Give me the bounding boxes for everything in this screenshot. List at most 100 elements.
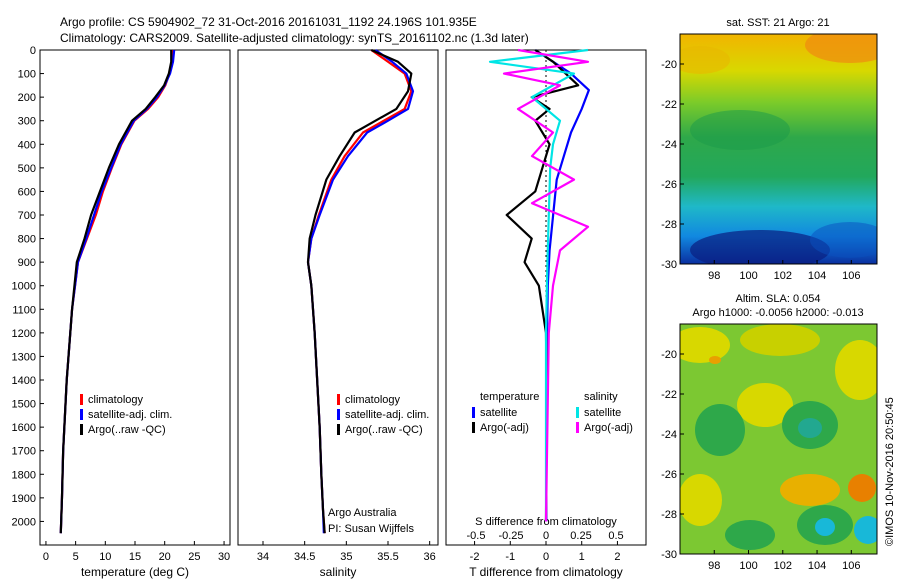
plot-frame [39, 49, 231, 546]
legend-label: Argo(-adj) [584, 422, 633, 434]
map-y-tick-label: -26 [661, 469, 677, 481]
y-tick-label: 600 [18, 186, 36, 198]
legend-label: climatology [88, 394, 144, 406]
map-y-tick-label: -28 [661, 509, 677, 521]
legend-group-label: salinity [584, 391, 618, 403]
map-y-tick-label: -24 [661, 139, 677, 151]
x-axis-label: T difference from climatology [469, 565, 623, 579]
secondary-tick-label: 0.5 [608, 530, 623, 542]
map-y-tick-label: -22 [661, 389, 677, 401]
secondary-tick-label: 0 [543, 530, 549, 542]
salinity-panel: 34 34.5 35 35.5 36 salinity climatology satelli… [237, 48, 439, 579]
map-x-tick-label: 98 [708, 270, 720, 282]
legend-label: Argo(..raw -QC) [345, 424, 423, 436]
legend-swatch [472, 422, 475, 433]
x-tick-label: 0 [43, 551, 49, 563]
y-tick-label: 1800 [12, 469, 36, 481]
y-tick-label: 1400 [12, 375, 36, 387]
legend-swatch [80, 394, 83, 405]
map-x-tick-label: 98 [708, 560, 720, 572]
series-line [306, 49, 413, 534]
sla-high-patch [835, 340, 877, 400]
temperature-panel: 0 5 10 15 20 25 300100200300400500600700800900… [12, 45, 231, 579]
legend-swatch [576, 407, 579, 418]
x-tick-label: 10 [99, 551, 111, 563]
y-tick-label: 2000 [12, 516, 36, 528]
map-y-tick-label: -30 [661, 259, 677, 271]
x-tick-label: 5 [73, 551, 79, 563]
sla-map: Altim. SLA: 0.054 Argo h1000: -0.0056 h2… [661, 293, 878, 572]
legend-swatch [337, 409, 340, 420]
y-tick-label: 300 [18, 116, 36, 128]
imos-stamp: ©IMOS 10-Nov-2016 20:50:45 [884, 397, 896, 546]
annotation: PI: Susan Wijffels [328, 523, 414, 535]
sla-high-patch [680, 327, 730, 363]
sst-green-patch [690, 110, 790, 150]
x-tick-label: 36 [424, 551, 436, 563]
y-tick-label: 1500 [12, 399, 36, 411]
legend-label: satellite-adj. clim. [345, 409, 429, 421]
legend-label: climatology [345, 394, 401, 406]
x-axis-label: temperature (deg C) [81, 565, 189, 579]
legend-swatch [337, 394, 340, 405]
legend-swatch [576, 422, 579, 433]
sst-warm-patch [805, 34, 877, 63]
plot-frame [237, 49, 439, 546]
x-tick-label: 25 [188, 551, 200, 563]
sst-map-frame [679, 33, 878, 265]
legend-label: Argo(..raw -QC) [88, 424, 166, 436]
sla-high-patch [709, 356, 721, 364]
sst-warm-patch [680, 46, 730, 74]
y-tick-label: 1700 [12, 446, 36, 458]
sla-high-patch [737, 383, 793, 427]
legend-group-label: temperature [480, 391, 539, 403]
map-x-tick-label: 102 [774, 270, 792, 282]
secondary-tick-label: -0.25 [498, 530, 523, 542]
legend-swatch [337, 424, 340, 435]
legend-swatch [80, 409, 83, 420]
map-x-tick-label: 100 [739, 270, 757, 282]
y-tick-label: 0 [30, 45, 36, 57]
secondary-tick-label: 0.25 [570, 530, 591, 542]
map-x-tick-label: 104 [808, 560, 826, 572]
sla-map-frame [679, 323, 878, 555]
series-line [59, 49, 174, 534]
x-tick-label: -1 [505, 551, 515, 563]
legend-label: Argo(-adj) [480, 422, 529, 434]
y-tick-label: 700 [18, 210, 36, 222]
map-y-tick-label: -20 [661, 349, 677, 361]
legend-swatch [80, 424, 83, 435]
sst-map-title: sat. SST: 21 Argo: 21 [726, 17, 829, 29]
map-y-tick-label: -30 [661, 549, 677, 561]
header-line1: Argo profile: CS 5904902_72 31-Oct-2016 … [60, 15, 477, 29]
sla-high-patch [848, 474, 876, 502]
legend-label: satellite [584, 407, 621, 419]
sst-cold-patch [690, 230, 830, 264]
y-tick-label: 1600 [12, 422, 36, 434]
map-x-tick-label: 100 [739, 560, 757, 572]
map-y-tick-label: -26 [661, 179, 677, 191]
y-tick-label: 1200 [12, 328, 36, 340]
y-tick-label: 100 [18, 69, 36, 81]
x-tick-label: -2 [470, 551, 480, 563]
sst-cold-patch [810, 222, 877, 258]
secondary-axis-label: S difference from climatology [475, 516, 617, 528]
x-tick-label: 34 [257, 551, 269, 563]
sla-low-patch [854, 516, 877, 544]
difference-panel: -2 -1 0 1 2 T difference from climatology S di… [445, 48, 647, 579]
x-tick-label: 1 [579, 551, 585, 563]
y-tick-label: 400 [18, 139, 36, 151]
series-line [502, 48, 590, 522]
sla-map-subtitle: Argo h1000: -0.0056 h2000: -0.013 [692, 307, 863, 319]
series-line [59, 50, 173, 534]
sla-low-patch [695, 404, 745, 456]
map-x-tick-label: 102 [774, 560, 792, 572]
secondary-tick-label: -0.5 [467, 530, 486, 542]
map-x-tick-label: 106 [842, 560, 860, 572]
sla-low-patch [815, 518, 835, 536]
x-tick-label: 2 [614, 551, 620, 563]
sla-high-patch [680, 474, 722, 526]
legend-swatch [472, 407, 475, 418]
map-x-tick-label: 104 [808, 270, 826, 282]
